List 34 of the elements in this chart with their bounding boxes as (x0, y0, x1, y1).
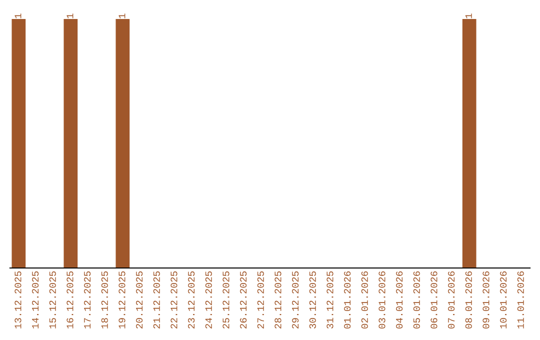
x-tick-label: 19.12.2025 (118, 271, 126, 328)
x-tick-label: 20.12.2025 (136, 271, 143, 328)
x-tick-label: 25.12.2025 (222, 271, 230, 328)
x-tick-label: 07.01.2026 (448, 271, 455, 329)
x-tick-label: 31.12.2025 (326, 271, 334, 329)
x-tick-label: 26.12.2025 (240, 271, 247, 328)
x-tick-label: 05.01.2026 (413, 271, 420, 329)
data-label: 1 (66, 14, 74, 18)
x-tick-label: 24.12.2025 (205, 271, 212, 328)
x-tick-label: 14.12.2025 (32, 271, 39, 328)
x-tick-label: 03.01.2026 (378, 271, 386, 329)
x-tick-label: 06.01.2026 (430, 271, 438, 329)
x-tick-label: 16.12.2025 (66, 271, 74, 328)
x-tick-label: 18.12.2025 (101, 271, 108, 328)
x-tick-label: 23.12.2025 (188, 271, 195, 328)
x-tick-label: 15.12.2025 (49, 271, 56, 328)
data-label: 1 (465, 14, 472, 18)
data-label: 1 (118, 14, 126, 18)
x-tick-label: 02.01.2026 (361, 271, 368, 329)
x-tick-label: 01.01.2026 (344, 271, 351, 329)
x-tick-label: 27.12.2025 (257, 271, 264, 328)
data-label: 1 (14, 14, 22, 18)
x-tick-label: 29.12.2025 (292, 271, 299, 328)
x-tick-label: 13.12.2025 (14, 271, 22, 328)
x-tick-label: 08.01.2026 (465, 271, 472, 329)
x-tick-label: 21.12.2025 (153, 271, 160, 328)
x-tick-label: 28.12.2025 (274, 271, 282, 328)
x-tick-label: 09.01.2026 (482, 271, 490, 329)
x-tick-label: 30.12.2025 (309, 271, 316, 329)
x-tick-label: 17.12.2025 (84, 271, 91, 328)
x-tick-label: 22.12.2025 (170, 271, 178, 328)
x-tick-label: 04.01.2026 (396, 271, 403, 329)
x-tick-label: 11.01.2026 (517, 271, 524, 328)
x-tick-label: 10.01.2026 (500, 271, 507, 328)
